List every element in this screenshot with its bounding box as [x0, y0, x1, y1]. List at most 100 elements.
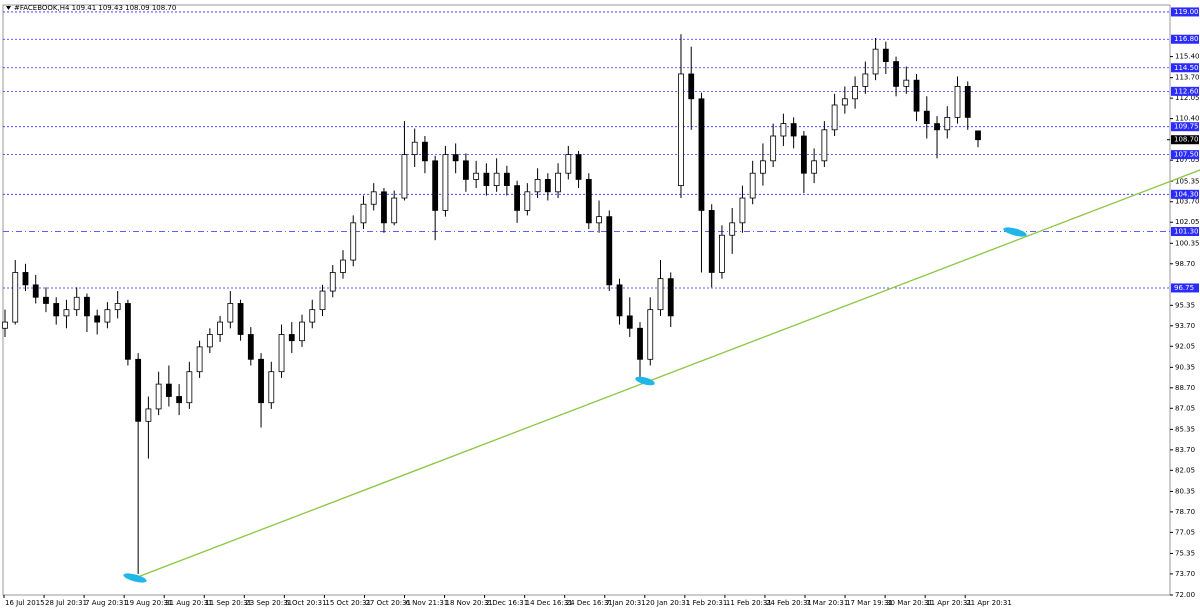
candle-body — [760, 160, 766, 174]
candle-body — [770, 135, 777, 162]
menu-icon[interactable] — [6, 6, 11, 10]
x-tick-label: 11 Feb 20:31 — [726, 599, 772, 607]
candle-body — [544, 179, 551, 193]
y-tick-label: 88.70 — [1175, 384, 1195, 392]
candle-body — [319, 290, 326, 311]
level-tag — [1171, 86, 1199, 96]
level-tag — [1171, 34, 1199, 44]
x-tick-label: 21 Apr 20:31 — [966, 599, 1012, 607]
candle-body — [462, 160, 469, 180]
level-label: 112.60 — [1174, 87, 1199, 95]
y-tick-label: 72.00 — [1175, 591, 1195, 599]
candle-body — [698, 98, 705, 211]
y-tick-label: 113.70 — [1175, 74, 1200, 82]
y-tick-label: 115.40 — [1175, 53, 1200, 61]
x-tick-label: 7 Mar 20:31 — [806, 599, 848, 607]
y-tick-label: 112.05 — [1175, 94, 1200, 102]
candle-body — [176, 396, 183, 404]
y-tick-label: 100.35 — [1175, 239, 1200, 247]
candle-body — [729, 222, 736, 236]
candle-body — [954, 85, 961, 118]
x-tick-label: 19 Aug 20:31 — [125, 599, 172, 607]
y-tick-label: 73.70 — [1175, 570, 1195, 578]
level-tag — [1171, 189, 1199, 199]
candle-body — [514, 185, 521, 211]
level-tag — [1171, 150, 1199, 160]
candle-body — [821, 129, 828, 162]
y-tick-label: 83.70 — [1175, 446, 1195, 454]
candle-body — [391, 197, 398, 224]
candle-body — [53, 303, 60, 317]
y-tick-label: 92.05 — [1175, 342, 1195, 350]
candle-body — [596, 216, 602, 224]
candle-body — [637, 327, 643, 360]
candle-body — [32, 284, 39, 298]
x-tick-label: 11 Apr 20:31 — [926, 599, 972, 607]
chart-title: #FACEBOOK,H4 109.41 109.43 108.09 108.70 — [14, 4, 176, 12]
candle-body — [381, 191, 387, 224]
y-tick-label: 90.35 — [1175, 363, 1195, 371]
candle-body — [309, 309, 316, 323]
level-label: 109.75 — [1174, 123, 1199, 131]
candle-body — [247, 334, 254, 360]
candle-body — [268, 371, 275, 404]
candle-body — [217, 321, 223, 335]
candle-body — [903, 79, 910, 87]
candle-body — [258, 358, 264, 404]
candle-body — [370, 191, 377, 205]
level-label: 116.80 — [1174, 35, 1199, 43]
level-label: 119.00 — [1174, 8, 1199, 16]
level-label: 107.50 — [1174, 151, 1199, 159]
x-tick-label: 2 Dec 16:31 — [486, 599, 529, 607]
candle-body — [196, 346, 203, 373]
x-tick-label: 27 Oct 20:31 — [365, 599, 411, 607]
touch-marker — [123, 573, 147, 583]
candle-body — [790, 123, 797, 137]
candle-body — [43, 296, 49, 304]
y-tick-label: 93.70 — [1175, 322, 1195, 330]
candle-body — [422, 141, 428, 162]
candle-body — [647, 309, 654, 360]
candle-body — [831, 104, 838, 131]
x-tick-label: 15 Oct 20:31 — [325, 599, 371, 607]
level-label: 114.50 — [1174, 64, 1199, 72]
level-tag — [1171, 7, 1199, 17]
candle-body — [872, 48, 879, 75]
candle-body — [12, 272, 19, 323]
x-tick-label: 5 Oct 20:31 — [285, 599, 326, 607]
candle-body — [503, 172, 510, 187]
candle-body — [329, 272, 336, 292]
level-tag — [1171, 227, 1199, 237]
candle-body — [893, 61, 899, 87]
y-tick-label: 87.05 — [1175, 404, 1195, 412]
candle-body — [155, 383, 162, 410]
current-price-label: 108.70 — [1174, 136, 1199, 144]
y-tick-label: 77.05 — [1175, 528, 1195, 536]
candle-body — [657, 278, 664, 311]
candle-body — [534, 179, 541, 193]
candle-body — [401, 154, 408, 199]
candle-body — [678, 73, 684, 187]
level-tag — [1171, 63, 1199, 73]
level-label: 96.75 — [1174, 284, 1194, 292]
candle-body — [165, 383, 172, 397]
candle-body — [227, 303, 234, 323]
y-tick-label: 78.70 — [1175, 508, 1195, 516]
candle-body — [606, 216, 613, 286]
candle-body — [288, 334, 295, 342]
candle-body — [473, 172, 480, 180]
y-tick-label: 102.05 — [1175, 218, 1200, 226]
plot-frame — [2, 4, 1171, 596]
candle-body — [432, 160, 439, 211]
x-tick-label: 24 Feb 20:31 — [766, 599, 812, 607]
y-tick-label: 105.35 — [1175, 177, 1200, 185]
candle-body — [616, 284, 623, 317]
candle-body — [442, 154, 449, 211]
candle-body — [841, 98, 848, 106]
y-tick-label: 82.05 — [1175, 466, 1195, 474]
candle-body — [84, 296, 90, 317]
candle-body — [934, 123, 940, 131]
candle-body — [708, 210, 715, 273]
candle-body — [780, 123, 787, 137]
